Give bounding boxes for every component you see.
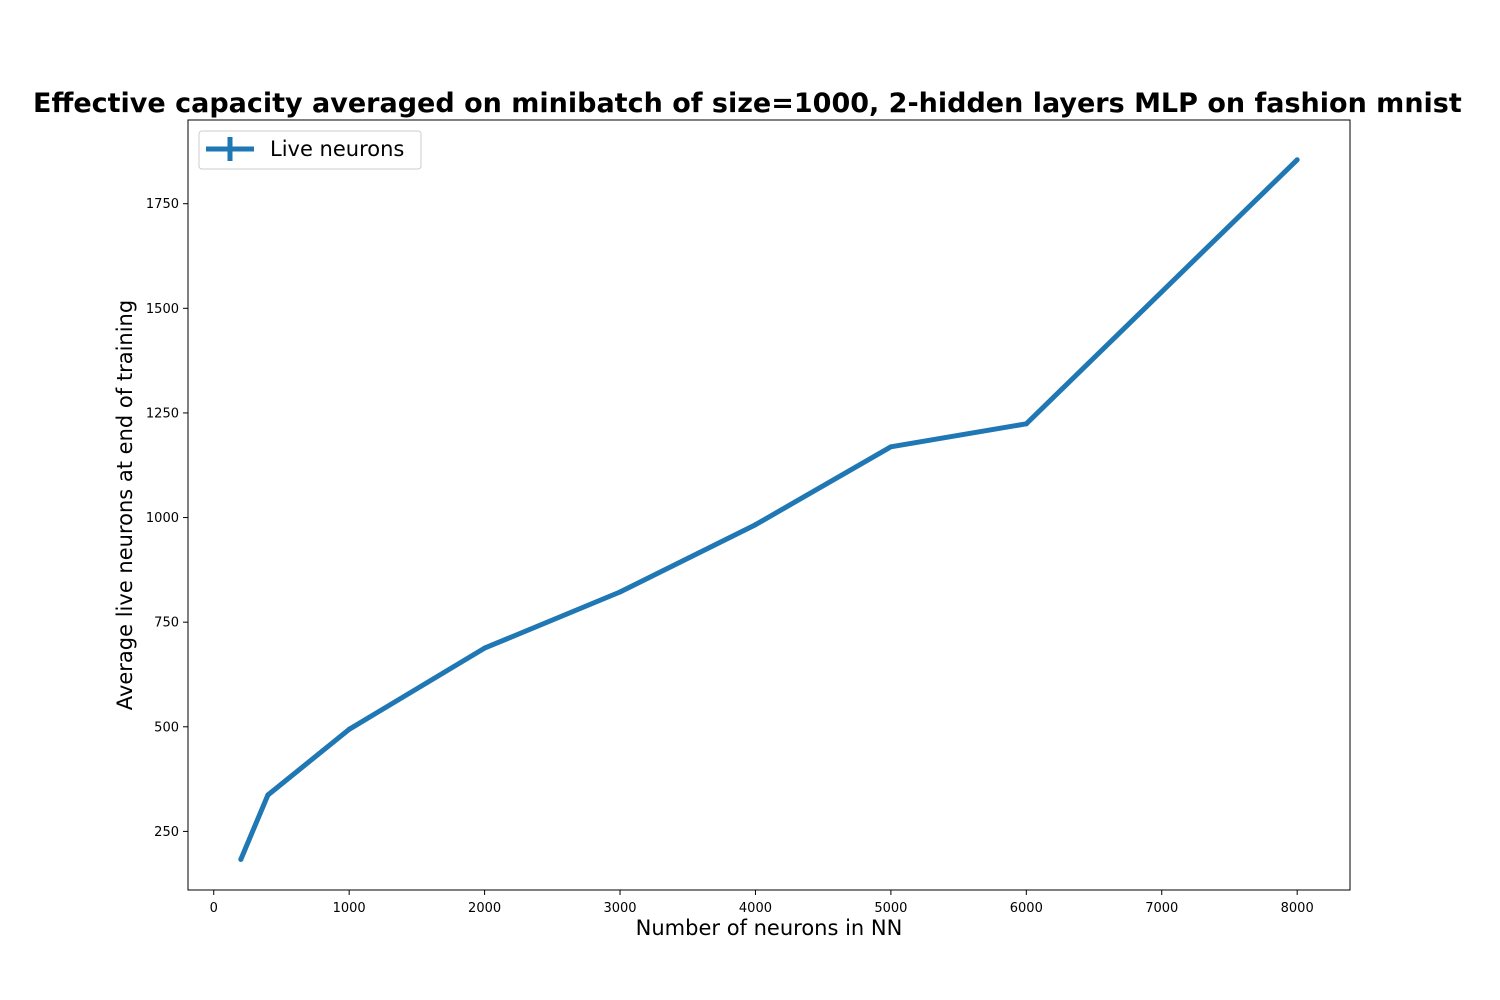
x-tick-label: 0 [210, 901, 218, 916]
y-tick-label: 1750 [146, 197, 179, 212]
y-axis-ticks: 250 500 750 1000 1250 1500 1750 [146, 197, 188, 840]
data-point [265, 792, 271, 798]
legend: Live neurons [198, 130, 422, 170]
series-line-live-neurons [238, 158, 1299, 861]
chart-title: Effective capacity averaged on minibatch… [33, 88, 1462, 119]
plot-area [187, 119, 1351, 891]
data-point [617, 589, 623, 595]
y-tick-label: 1500 [146, 302, 179, 317]
data-point [346, 726, 352, 732]
y-tick-label: 750 [154, 616, 179, 631]
data-point [1294, 157, 1300, 163]
data-point [482, 645, 488, 651]
y-tick-label: 1000 [146, 511, 179, 526]
y-tick-label: 1250 [146, 406, 179, 421]
data-point [888, 444, 894, 450]
x-axis-ticks: 0 1000 2000 3000 4000 5000 6000 7000 8000 [210, 890, 1314, 916]
y-tick-label: 500 [154, 720, 179, 735]
x-tick-label: 8000 [1281, 901, 1314, 916]
data-point [1023, 421, 1029, 427]
x-tick-label: 3000 [603, 901, 636, 916]
x-tick-label: 2000 [468, 901, 501, 916]
data-point [238, 856, 244, 862]
series-layer [238, 157, 1300, 862]
data-point [752, 522, 758, 528]
x-tick-label: 7000 [1145, 901, 1178, 916]
x-axis-label: Number of neurons in NN [636, 916, 903, 940]
x-tick-label: 6000 [1010, 901, 1043, 916]
legend-box [198, 130, 422, 170]
x-tick-label: 4000 [739, 901, 772, 916]
legend-label-live-neurons: Live neurons [270, 137, 404, 161]
y-axis-label: Average live neurons at end of training [113, 300, 137, 710]
y-tick-label: 250 [154, 825, 179, 840]
x-tick-label: 5000 [874, 901, 907, 916]
x-tick-label: 1000 [333, 901, 366, 916]
